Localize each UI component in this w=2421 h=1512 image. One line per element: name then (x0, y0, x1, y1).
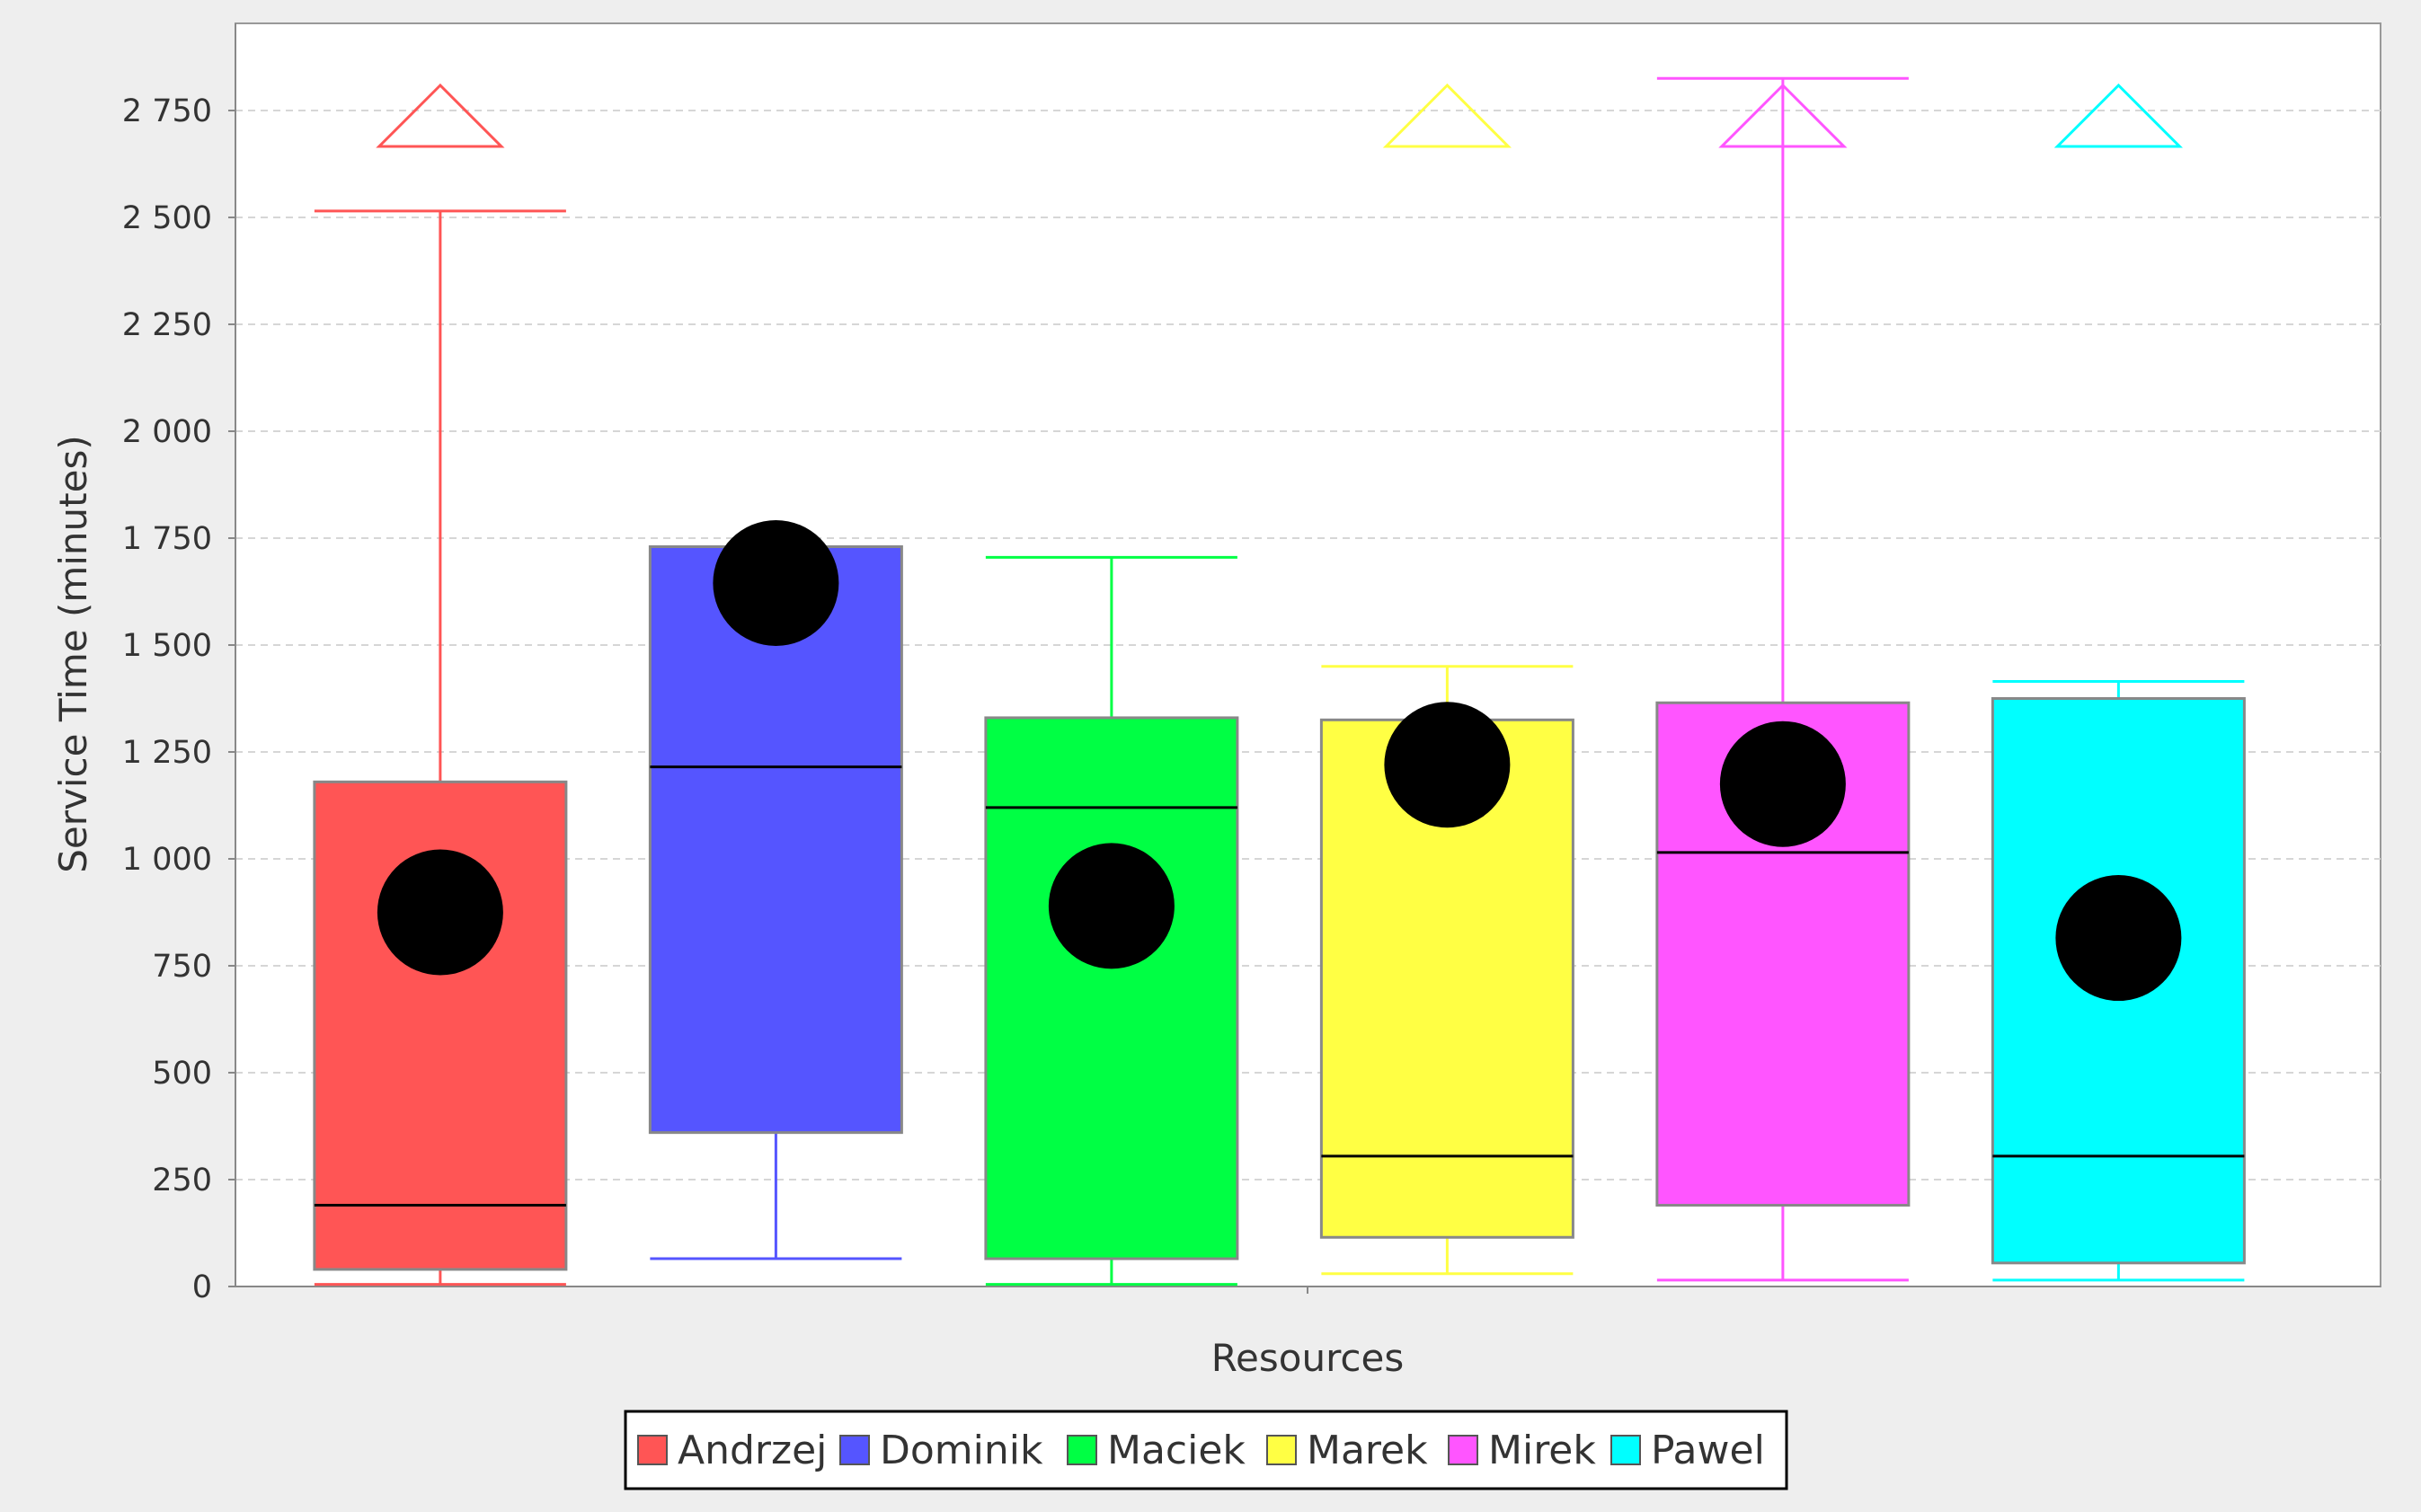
y-tick-label: 2 250 (122, 307, 212, 343)
box-pawel (1991, 83, 2246, 1282)
y-tick-label: 1 250 (122, 735, 212, 771)
legend-label: Dominik (880, 1428, 1043, 1473)
legend: Andrzej Dominik Maciek Marek Mirek Pawel (624, 1410, 1788, 1490)
legend-swatch (1067, 1435, 1097, 1465)
mean-marker (1384, 702, 1511, 828)
legend-frame (624, 1410, 1788, 1490)
y-axis-title: Service Time (minutes) (51, 435, 95, 873)
legend-label: Pawel (1651, 1428, 1765, 1473)
x-axis-title: Resources (1211, 1336, 1405, 1380)
legend-label: Mirek (1488, 1428, 1596, 1473)
box-series (313, 76, 2246, 1287)
y-axis: 0 250 500 750 1 000 1 250 1 500 1 750 2 000 2 250… (122, 23, 2381, 1305)
outlier-triangle-marker (1718, 83, 1848, 148)
outlier-triangle-marker (1382, 83, 1512, 148)
mean-marker (1719, 721, 1846, 847)
legend-label: Maciek (1107, 1428, 1246, 1473)
legend-swatch (637, 1435, 668, 1465)
outlier-triangle-marker (2053, 83, 2184, 148)
legend-item-andrzej: Andrzej (637, 1428, 827, 1473)
legend-swatch (1266, 1435, 1297, 1465)
y-tick-label: 750 (152, 949, 212, 985)
box-mirek (1655, 76, 1911, 1282)
box-maciek (984, 555, 1239, 1287)
legend-item-pawel: Pawel (1610, 1428, 1765, 1473)
y-tick-label: 1 750 (122, 521, 212, 557)
y-tick-label: 250 (152, 1163, 212, 1198)
y-tick-label: 2 500 (122, 200, 212, 236)
legend-item-dominik: Dominik (839, 1428, 1043, 1473)
legend-item-mirek: Mirek (1448, 1428, 1596, 1473)
legend-swatch (1610, 1435, 1641, 1465)
legend-label: Marek (1307, 1428, 1428, 1473)
mean-marker (1048, 843, 1175, 969)
outlier-triangle-marker (376, 83, 505, 148)
box-iqr (984, 716, 1239, 1260)
y-tick-label: 500 (152, 1056, 212, 1092)
mean-marker (2055, 875, 2182, 1002)
y-tick-label: 2 750 (122, 93, 212, 129)
y-tick-label: 0 (192, 1269, 212, 1305)
legend-label: Andrzej (678, 1428, 827, 1473)
y-tick-label: 1 000 (122, 842, 212, 878)
box-marek (1319, 83, 1574, 1276)
y-tick-label: 2 000 (122, 414, 212, 450)
box-andrzej (313, 83, 568, 1287)
mean-marker (713, 519, 839, 646)
legend-swatch (1448, 1435, 1478, 1465)
legend-item-maciek: Maciek (1067, 1428, 1246, 1473)
legend-swatch (839, 1435, 870, 1465)
box-dominik (648, 519, 903, 1260)
legend-item-marek: Marek (1266, 1428, 1428, 1473)
y-tick-label: 1 500 (122, 628, 212, 664)
mean-marker (377, 849, 503, 976)
